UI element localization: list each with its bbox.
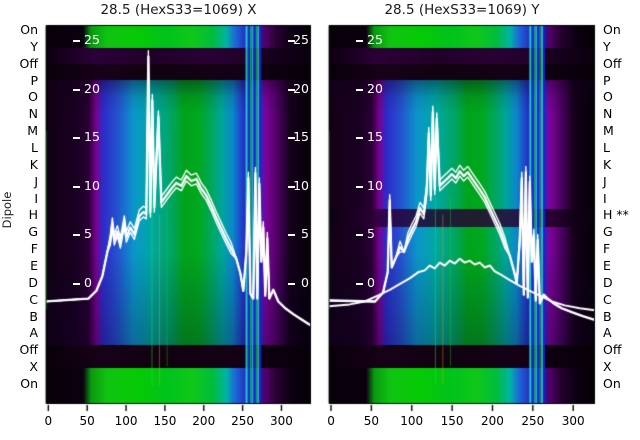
dipole-row-label-left: On — [20, 376, 38, 391]
y-tick-dash — [288, 40, 295, 43]
dipole-row-label-right: K — [603, 156, 612, 172]
dipole-row-label-right: O — [603, 89, 613, 105]
y-tick-label: 0 — [301, 274, 309, 290]
panel-title-x: 28.5 (HexS33=1069) X — [100, 2, 257, 18]
dipole-row-label-left: F — [30, 241, 38, 257]
x-tick-label: 50 — [363, 414, 380, 428]
y-tick-dash — [73, 185, 80, 188]
x-tick-label: 50 — [79, 414, 95, 428]
y-tick-label: 0 — [84, 274, 92, 290]
dipole-row-label-left: P — [30, 72, 38, 88]
x-tick-label: 250 — [231, 414, 255, 428]
y-tick-label: 25 — [367, 32, 383, 48]
y-tick-label: 10 — [293, 177, 309, 193]
dipole-row-label-right: H ** — [603, 207, 629, 223]
y-tick-dash — [356, 234, 363, 237]
dipole-row-label-right: A — [603, 325, 612, 341]
dipole-row-label-left: E — [30, 258, 38, 273]
dipole-row-label-right: I — [603, 190, 607, 206]
x-tick-label: 200 — [192, 414, 216, 428]
y-tick-dash — [356, 282, 363, 285]
dipole-row-label-right: N — [603, 106, 613, 122]
y-tick-dash — [73, 234, 80, 237]
x-tick-label: 200 — [481, 414, 504, 428]
dipole-row-label-left: O — [28, 89, 38, 105]
dipole-row-label-left: B — [29, 308, 38, 324]
dipole-row-label-left: J — [34, 173, 38, 189]
y-tick-label: 25 — [84, 32, 100, 48]
x-tick-label: 100 — [400, 414, 424, 428]
dipole-row-label-left: G — [28, 224, 38, 240]
dipole-row-label-left: L — [31, 140, 38, 155]
dipole-row-label-left: Off — [19, 342, 38, 358]
dipole-row-label-right: On — [603, 22, 621, 37]
dipole-row-label-right: G — [603, 224, 613, 240]
y-tick-label: 15 — [293, 129, 309, 145]
dipole-row-label-right: Y — [603, 38, 611, 54]
x-tick-label: 150 — [440, 414, 464, 428]
y-tick-label: 15 — [84, 129, 100, 145]
y-tick-label: 0 — [367, 274, 375, 290]
y-tick-label: 10 — [367, 177, 383, 193]
y-tick-dash — [356, 137, 363, 140]
dipole-row-label-right: M — [603, 123, 614, 139]
dipole-row-label-right: On — [603, 376, 621, 391]
dipole-row-label-right: E — [603, 258, 611, 273]
dipole-row-label-right: C — [603, 291, 612, 307]
dipole-row-label-left: C — [29, 291, 38, 307]
dipole-row-label-left: On — [20, 22, 38, 37]
x-tick-label: 150 — [153, 414, 177, 428]
y-tick-label: 5 — [367, 226, 375, 242]
y-tick-dash — [288, 185, 295, 188]
dipole-row-label-left: X — [29, 359, 38, 375]
dipole-row-label-left: I — [34, 190, 38, 206]
x-tick-label: 100 — [114, 414, 138, 428]
dipole-row-label-left: D — [28, 274, 38, 290]
y-tick-label: 5 — [301, 226, 309, 242]
dipole-row-label-left: Y — [30, 38, 38, 54]
y-tick-dash — [356, 88, 363, 91]
dipole-row-label-left: K — [29, 156, 38, 172]
y-tick-label: 15 — [367, 129, 383, 145]
dipole-row-label-left: Off — [19, 55, 38, 71]
y-tick-dash — [73, 282, 80, 285]
y-tick-label: 20 — [293, 80, 309, 96]
dipole-row-label-right: F — [603, 241, 611, 257]
y-tick-dash — [288, 137, 295, 140]
x-tick-label: 250 — [521, 414, 545, 428]
dipole-row-label-right: P — [603, 72, 611, 88]
dipole-row-label-left: A — [29, 325, 38, 341]
y-tick-dash — [73, 40, 80, 43]
x-tick-label: 0 — [44, 414, 53, 428]
dipole-row-label-right: J — [603, 173, 607, 189]
dipole-row-label-right: Off — [603, 342, 622, 358]
y-tick-label: 20 — [367, 80, 383, 96]
dipole-row-label-right: Off — [603, 55, 622, 71]
y-tick-label: 25 — [293, 32, 309, 48]
dipole-row-label-left: N — [28, 106, 38, 122]
dipole-row-label-left: H — [28, 207, 38, 223]
dipole-row-label-left: M — [27, 123, 38, 139]
y-tick-label: 10 — [84, 177, 100, 193]
y-tick-label: 5 — [84, 226, 92, 242]
y-tick-dash — [356, 185, 363, 188]
panel-title-y: 28.5 (HexS33=1069) Y — [384, 2, 540, 18]
y-tick-dash — [288, 88, 295, 91]
x-tick-label: 0 — [327, 414, 335, 428]
y-tick-label: 20 — [84, 80, 100, 96]
x-tick-label: 300 — [270, 414, 293, 428]
dipole-row-label-right: L — [603, 140, 610, 155]
y-tick-dash — [73, 137, 80, 140]
y-tick-dash — [288, 234, 295, 237]
dipole-row-label-right: B — [603, 308, 612, 324]
x-tick-label: 300 — [561, 414, 585, 428]
y-tick-dash — [356, 40, 363, 43]
y-tick-dash — [73, 88, 80, 91]
dipole-row-label-right: X — [603, 359, 612, 375]
y-tick-dash — [288, 282, 295, 285]
dipole-row-label-right: D — [603, 274, 613, 290]
